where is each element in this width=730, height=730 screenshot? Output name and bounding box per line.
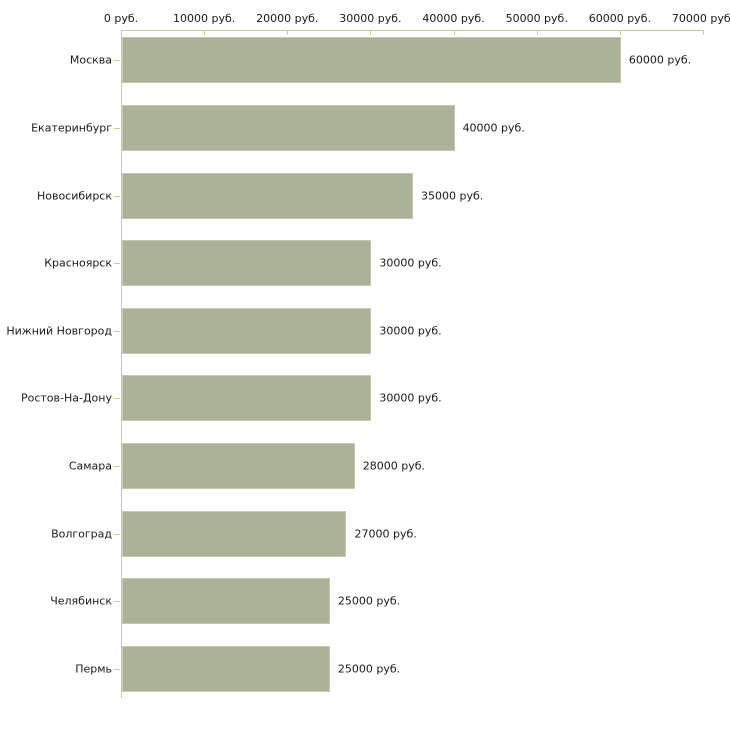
category-label: Москва: [69, 53, 112, 67]
y-axis-line: [121, 30, 122, 698]
x-axis-tick-label: 50000 руб.: [505, 12, 568, 25]
x-axis-tick: [703, 30, 704, 35]
value-label: 25000 руб.: [337, 662, 401, 676]
category-tick: [114, 330, 120, 332]
value-label: 27000 руб.: [354, 527, 417, 541]
category-label: Новосибирск: [36, 189, 112, 203]
x-axis-tick-label: 60000 руб.: [588, 12, 651, 25]
bar: [122, 105, 455, 151]
x-axis-tick: [536, 30, 538, 35]
x-axis-tick: [370, 30, 372, 35]
category-label: Самара: [68, 459, 112, 473]
value-label: 28000 руб.: [362, 459, 426, 473]
category-tick: [114, 60, 120, 62]
x-axis-tick-label: 10000 руб.: [173, 12, 236, 25]
category-label: Пермь: [75, 662, 112, 676]
x-axis-tick: [619, 30, 621, 35]
bar: [122, 443, 355, 489]
bar: [122, 172, 413, 219]
x-axis-tick-label: 40000 руб.: [422, 12, 485, 25]
value-label: 30000 руб.: [379, 256, 442, 270]
bar: [122, 510, 347, 557]
x-axis-tick-label: 20000 руб.: [256, 12, 319, 25]
category-label: Волгоград: [51, 527, 112, 541]
bar: [122, 645, 330, 692]
bar: [122, 578, 330, 625]
value-label: 30000 руб.: [379, 324, 442, 338]
bar: [122, 37, 621, 84]
category-tick: [114, 398, 120, 400]
value-label: 60000 руб.: [628, 53, 692, 67]
category-label: Ростов-На-Дону: [20, 391, 112, 405]
category-label: Екатеринбург: [31, 121, 112, 135]
bar: [122, 240, 372, 287]
bar: [122, 307, 372, 354]
value-label: 35000 руб.: [421, 189, 484, 203]
category-label: Челябинск: [50, 594, 112, 608]
category-tick: [114, 195, 120, 197]
x-axis-line: [121, 30, 703, 31]
category-tick: [114, 128, 120, 129]
category-tick: [114, 466, 120, 467]
category-label: Красноярск: [44, 256, 112, 270]
category-tick: [114, 263, 120, 265]
value-label: 30000 руб.: [379, 391, 442, 405]
category-tick: [114, 601, 120, 603]
category-tick: [114, 668, 120, 670]
x-axis-tick-label: 70000 руб.: [671, 12, 730, 25]
x-axis-tick-label: 30000 руб.: [339, 12, 402, 25]
x-axis-tick: [453, 30, 455, 35]
category-label: Нижний Новгород: [6, 324, 112, 338]
value-label: 40000 руб.: [462, 121, 525, 135]
x-axis-tick: [287, 30, 289, 35]
category-tick: [114, 533, 120, 535]
bar: [122, 375, 372, 422]
x-axis-tick: [204, 30, 206, 35]
x-axis-tick-label: 0 руб.: [103, 12, 139, 25]
value-label: 25000 руб.: [337, 594, 401, 608]
